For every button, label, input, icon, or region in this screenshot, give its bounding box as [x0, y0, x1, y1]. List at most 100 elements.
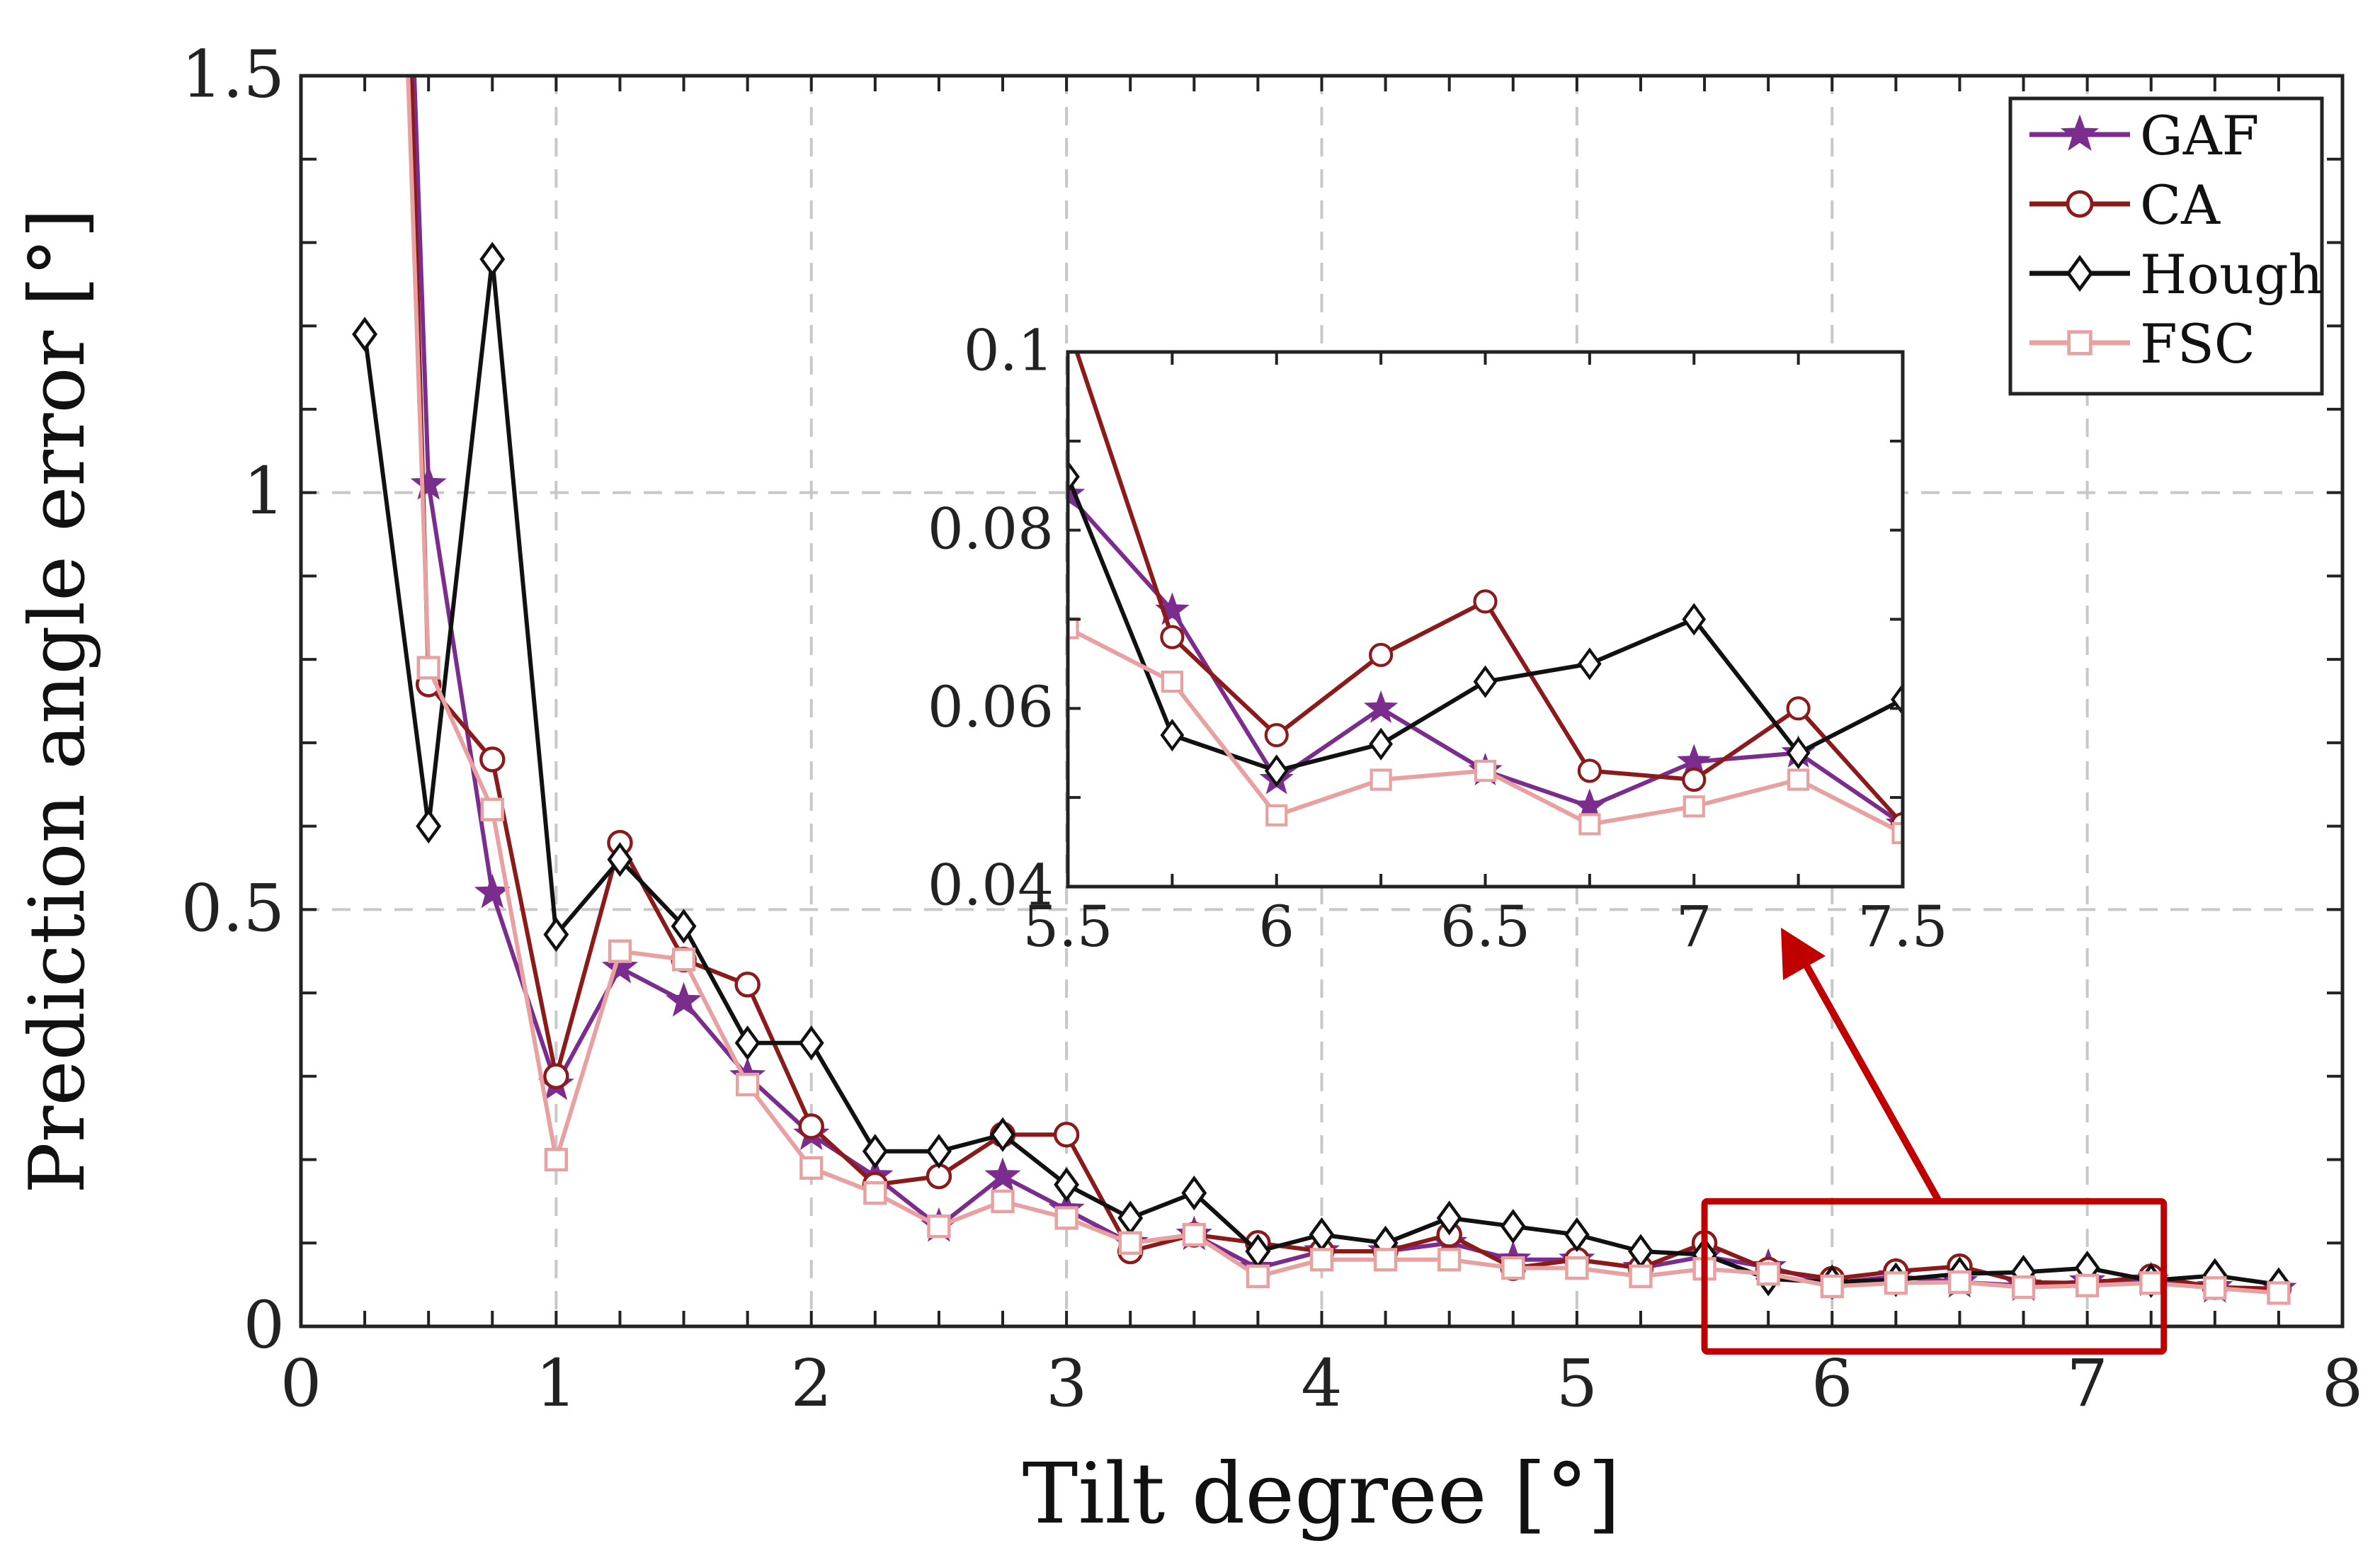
y-tick-label: 0.1	[964, 318, 1054, 384]
point-hough	[1054, 1167, 1080, 1202]
point-hough	[416, 809, 442, 844]
point-fsc	[736, 1072, 760, 1097]
point-fsc	[1370, 768, 1392, 791]
point-hough	[607, 842, 633, 877]
point-fsc	[1501, 1256, 1525, 1280]
point-fsc	[1787, 768, 1810, 791]
point-hough	[1786, 736, 1811, 770]
x-tick-label: 5	[1556, 1346, 1598, 1421]
legend-item-ca: CA	[2029, 173, 2221, 237]
zoom-arrow-shaft	[1801, 960, 1942, 1203]
inset-background	[1068, 352, 1903, 887]
legend-marker-fsc	[2067, 330, 2093, 355]
legend-item-hough: Hough	[2029, 243, 2323, 306]
point-fsc	[1437, 1248, 1462, 1272]
y-tick-label: 0.08	[928, 496, 1054, 562]
point-ca	[1682, 767, 1707, 792]
point-hough	[1473, 665, 1498, 698]
point-fsc	[1682, 795, 1705, 818]
point-fsc	[1265, 804, 1288, 826]
zoom-highlight	[1701, 928, 2168, 1355]
point-fsc	[2203, 1276, 2227, 1300]
legend-item-fsc: FSC	[2029, 312, 2255, 375]
x-tick-label: 1	[535, 1346, 577, 1421]
point-ca	[1786, 696, 1811, 721]
point-hough	[1181, 1176, 1207, 1211]
point-ca	[798, 1113, 824, 1139]
legend-marker-hough	[2066, 254, 2094, 292]
point-gaf	[410, 465, 447, 500]
point-gaf	[984, 1157, 1021, 1192]
series-fsc	[406, 76, 2291, 1305]
x-tick-label: 6	[1258, 894, 1294, 960]
point-hough	[990, 1117, 1016, 1152]
series-hough	[1068, 460, 1903, 787]
point-hough	[1436, 1200, 1462, 1236]
point-fsc	[1118, 1231, 1142, 1255]
point-fsc	[1373, 1248, 1398, 1272]
x-tick-label: 3	[1046, 1346, 1088, 1421]
point-fsc	[927, 1214, 951, 1239]
point-fsc	[2139, 1271, 2163, 1295]
inset-series-layer	[1068, 352, 1903, 845]
point-fsc	[799, 1156, 824, 1180]
y-tick-label: 0.5	[181, 870, 285, 946]
y-tick-label: 0.04	[928, 853, 1054, 918]
point-ca	[1473, 589, 1498, 614]
inset-ticks	[1066, 351, 1904, 888]
point-fsc	[1565, 1256, 1589, 1280]
legend-label: FSC	[2140, 312, 2255, 375]
x-tick-label: 4	[1301, 1346, 1343, 1421]
point-hough	[1369, 727, 1393, 761]
point-gaf	[1363, 690, 1399, 723]
point-fsc	[1891, 821, 1903, 845]
y-tick-label: 0	[243, 1287, 285, 1363]
point-hough	[543, 917, 569, 952]
point-hough	[1682, 603, 1707, 636]
point-fsc	[1161, 670, 1183, 693]
point-fsc	[1182, 1222, 1206, 1247]
series-fsc	[1068, 617, 1903, 845]
x-tick-label: 8	[2322, 1346, 2364, 1421]
point-fsc	[2011, 1275, 2036, 1299]
point-fsc	[1629, 1264, 1653, 1288]
point-gaf	[665, 982, 702, 1017]
point-fsc	[671, 948, 696, 972]
y-tick-label: 1.5	[181, 36, 285, 112]
point-fsc	[2075, 1273, 2100, 1297]
point-fsc	[1884, 1271, 1908, 1295]
point-ca	[1577, 758, 1602, 783]
y-tick-label: 1	[243, 453, 285, 529]
point-hough	[1564, 1217, 1590, 1253]
point-ca	[1264, 722, 1289, 748]
point-fsc	[1756, 1262, 1780, 1286]
point-ca	[543, 1063, 569, 1090]
point-hough	[1264, 754, 1289, 787]
point-gaf	[1572, 788, 1607, 821]
zoom-arrow-head	[1781, 928, 1826, 980]
point-fsc	[863, 1181, 887, 1205]
point-hough	[1160, 719, 1185, 752]
x-tick-label: 2	[790, 1346, 832, 1421]
x-tick-label: 5.5	[1023, 894, 1112, 960]
point-hough	[671, 909, 697, 944]
x-tick-label: 6.5	[1440, 894, 1530, 960]
inset-tick-labels: 5.5 6 6.5 7 7.5 0.04 0.06 0.08 0.1	[928, 318, 1948, 960]
main-tick-labels: 0 1 2 3 4 5 6 7 8 0 0.5 1 1.5	[181, 36, 2364, 1421]
legend-marker-ca	[2066, 190, 2094, 218]
point-fsc	[608, 939, 632, 963]
main-plot: 0 1 2 3 4 5 6 7 8 0 0.5 1 1.5 Tilt degree [°] Predic…	[13, 36, 2364, 1542]
x-tick-label: 7.5	[1857, 894, 1947, 960]
point-fsc	[2267, 1281, 2291, 1305]
point-hough	[352, 317, 378, 352]
x-tick-label: 7	[2066, 1346, 2108, 1421]
point-hough	[1068, 460, 1080, 494]
point-fsc	[1947, 1270, 1972, 1295]
point-ca	[1053, 1121, 1080, 1148]
legend-label: CA	[2140, 173, 2221, 237]
point-fsc	[1068, 617, 1079, 639]
y-tick-label: 0.06	[928, 674, 1054, 740]
